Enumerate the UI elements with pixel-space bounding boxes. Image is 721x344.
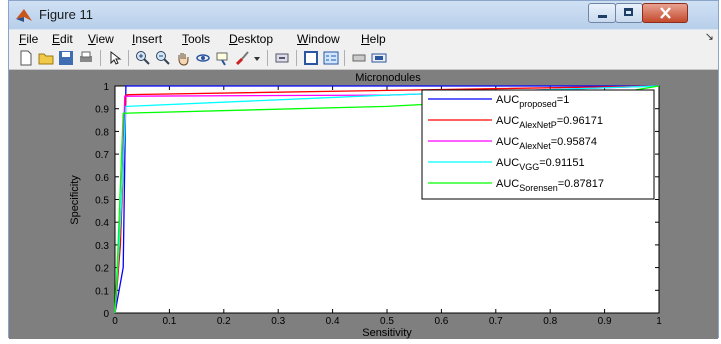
maximize-icon	[624, 8, 633, 16]
toolbar-separator	[128, 50, 129, 66]
chart-title: Micronodules	[355, 72, 421, 84]
data-cursor-icon[interactable]	[215, 50, 231, 66]
menu-desktop[interactable]: Desktop	[229, 32, 274, 46]
legend-entry: AUCSorensen=0.87817	[496, 178, 604, 193]
pan-hand-icon[interactable]	[175, 50, 191, 66]
minimize-button[interactable]	[588, 3, 616, 23]
legend-entry: AUCAlexNet=0.95874	[496, 136, 597, 151]
x-tick-label: 0.6	[434, 316, 448, 327]
print-icon[interactable]	[78, 50, 94, 66]
toolbar-separator	[100, 50, 101, 66]
roc-chart: Micronodules 0 0.1 0.2 0.3 0.4 0.5 0.6 0.7 0.8 0.…	[69, 72, 662, 339]
x-tick-label: 0.4	[326, 316, 340, 327]
legend-value: =0.87817	[558, 178, 604, 190]
legend-label: AUC	[496, 178, 519, 190]
toolbar-separator	[296, 50, 297, 66]
legend-entry: AUCAlexNetP=0.96171	[496, 115, 603, 130]
legend-box	[421, 89, 655, 200]
legend-subscript: Sorensen	[519, 183, 558, 193]
legend-label: AUC	[496, 157, 519, 169]
y-tick-label: 0.1	[95, 286, 109, 297]
edit-plot-arrow-icon[interactable]	[107, 50, 123, 66]
y-tick-label: 1	[103, 82, 109, 93]
x-tick-label: 0.3	[271, 316, 285, 327]
y-tick-label: 0.3	[95, 241, 109, 252]
menu-help[interactable]: Help	[361, 32, 386, 46]
figure-window: Figure 11 File Edit View Insert Tools De…	[8, 0, 719, 339]
matlab-logo-icon	[16, 9, 32, 22]
x-tick-label: 0.2	[217, 316, 231, 327]
x-tick-label: 0.7	[489, 316, 503, 327]
legend-subscript: proposed	[519, 99, 557, 109]
legend-value: =0.91151	[539, 157, 584, 169]
menu-edit[interactable]: Edit	[52, 32, 73, 46]
window-title: Figure 11	[39, 7, 93, 22]
y-tick-label: 0.7	[95, 150, 109, 161]
roc-line-alexnetp	[114, 85, 660, 314]
menu-bar: File Edit View Insert Tools Desktop Wind…	[9, 30, 718, 47]
x-tick-label: 0.1	[162, 316, 176, 327]
x-tick-label: 0.8	[543, 316, 557, 327]
legend-entry: AUCVGG=0.91151	[496, 157, 585, 172]
new-figure-icon[interactable]	[18, 50, 34, 66]
legend-label: AUC	[496, 136, 519, 148]
legend-value: =1	[557, 94, 570, 106]
legend-value: =0.96171	[557, 115, 603, 127]
hide-plot-tools-icon[interactable]	[351, 50, 367, 66]
toolbar-separator	[344, 50, 345, 66]
close-icon	[660, 7, 671, 19]
zoom-in-icon[interactable]	[135, 50, 151, 66]
y-tick-label: 0.4	[95, 218, 109, 229]
link-plot-icon[interactable]	[274, 50, 290, 66]
menu-overflow-icon[interactable]: ↘	[704, 31, 714, 43]
insert-legend-icon[interactable]	[323, 50, 339, 66]
x-axis-label: Sensitivity	[362, 327, 412, 339]
rotate-3d-icon[interactable]	[195, 50, 211, 66]
x-tick-label: 1	[656, 316, 662, 327]
brush-dropdown-icon[interactable]	[252, 50, 262, 66]
menu-file[interactable]: File	[19, 32, 39, 46]
legend-entry: AUCproposed=1	[496, 94, 569, 109]
open-file-icon[interactable]	[38, 50, 54, 66]
figure-toolbar	[9, 47, 718, 70]
y-tick-label: 0.5	[95, 196, 109, 207]
insert-colorbar-icon[interactable]	[303, 50, 319, 66]
legend-value: =0.95874	[551, 136, 597, 148]
legend-subscript: VGG	[519, 162, 539, 172]
y-tick-label: 0	[103, 309, 109, 320]
menu-view[interactable]: View	[88, 32, 114, 46]
roc-line-proposed	[114, 85, 659, 314]
menu-tools[interactable]: Tools	[182, 32, 211, 46]
title-bar[interactable]: Figure 11	[9, 1, 718, 29]
x-tick-label: 0.5	[380, 316, 394, 327]
zoom-out-icon[interactable]	[155, 50, 171, 66]
y-axis-label: Specificity	[69, 175, 81, 225]
legend-subscript: AlexNetP	[519, 120, 557, 130]
save-icon[interactable]	[58, 50, 74, 66]
y-tick-label: 0.6	[95, 173, 109, 184]
toolbar-separator	[267, 50, 268, 66]
legend-subscript: AlexNet	[519, 141, 551, 151]
legend-label: AUC	[496, 94, 519, 106]
maximize-button[interactable]	[615, 3, 643, 23]
minimize-icon	[598, 15, 607, 18]
menu-window[interactable]: Window	[297, 32, 340, 46]
brush-icon[interactable]	[235, 50, 251, 66]
legend-label: AUC	[496, 115, 519, 127]
figure-canvas: Micronodules 0 0.1 0.2 0.3 0.4 0.5 0.6 0.7 0.8 0.…	[9, 70, 718, 339]
menu-insert[interactable]: Insert	[132, 32, 163, 46]
x-tick-label: 0	[112, 316, 118, 327]
close-button[interactable]	[642, 3, 688, 23]
show-plot-tools-icon[interactable]	[371, 50, 387, 66]
x-tick-label: 0.9	[598, 316, 612, 327]
y-tick-label: 0.2	[95, 264, 109, 275]
y-tick-label: 0.9	[95, 105, 109, 116]
y-tick-label: 0.8	[95, 127, 109, 138]
